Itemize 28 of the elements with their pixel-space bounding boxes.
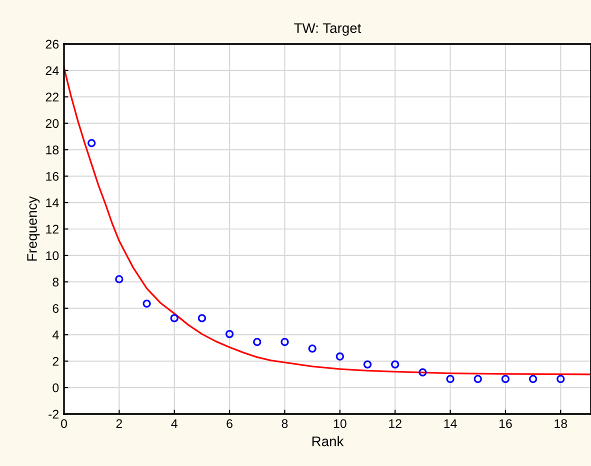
- y-tick-label: 10: [46, 251, 59, 260]
- y-tick-label: 18: [46, 146, 59, 154]
- y-tick-label: 2: [52, 356, 59, 366]
- x-axis-title: Rank: [312, 436, 344, 446]
- x-tick-label: 16: [499, 419, 512, 428]
- y-axis-title: Frequency: [27, 196, 40, 261]
- x-tick-label: 4: [171, 419, 178, 428]
- y-tick-label: 24: [46, 66, 59, 75]
- y-tick-label: 22: [46, 92, 59, 102]
- y-tick-label: -2: [48, 410, 59, 419]
- y-tick-label: 26: [46, 40, 59, 49]
- chart-title: TW: Target: [294, 23, 362, 36]
- x-tick-label: 6: [226, 419, 232, 428]
- y-tick-label: 12: [46, 224, 59, 234]
- x-tick-label: 14: [444, 419, 457, 428]
- y-tick-label: 6: [52, 304, 59, 313]
- x-tick-label: 12: [389, 419, 402, 428]
- x-tick-label: 2: [116, 419, 122, 428]
- y-tick-label: 16: [46, 172, 59, 181]
- x-tick-label: 8: [282, 419, 288, 428]
- y-tick-label: 0: [52, 383, 59, 392]
- x-tick-label: 18: [554, 419, 568, 428]
- x-tick-label: 0: [61, 419, 67, 428]
- y-tick-label: 14: [46, 198, 59, 208]
- y-tick-label: 8: [52, 278, 59, 287]
- x-tick-label: 10: [334, 419, 346, 428]
- y-tick-label: 4: [52, 330, 59, 340]
- y-tick-label: 20: [46, 119, 59, 128]
